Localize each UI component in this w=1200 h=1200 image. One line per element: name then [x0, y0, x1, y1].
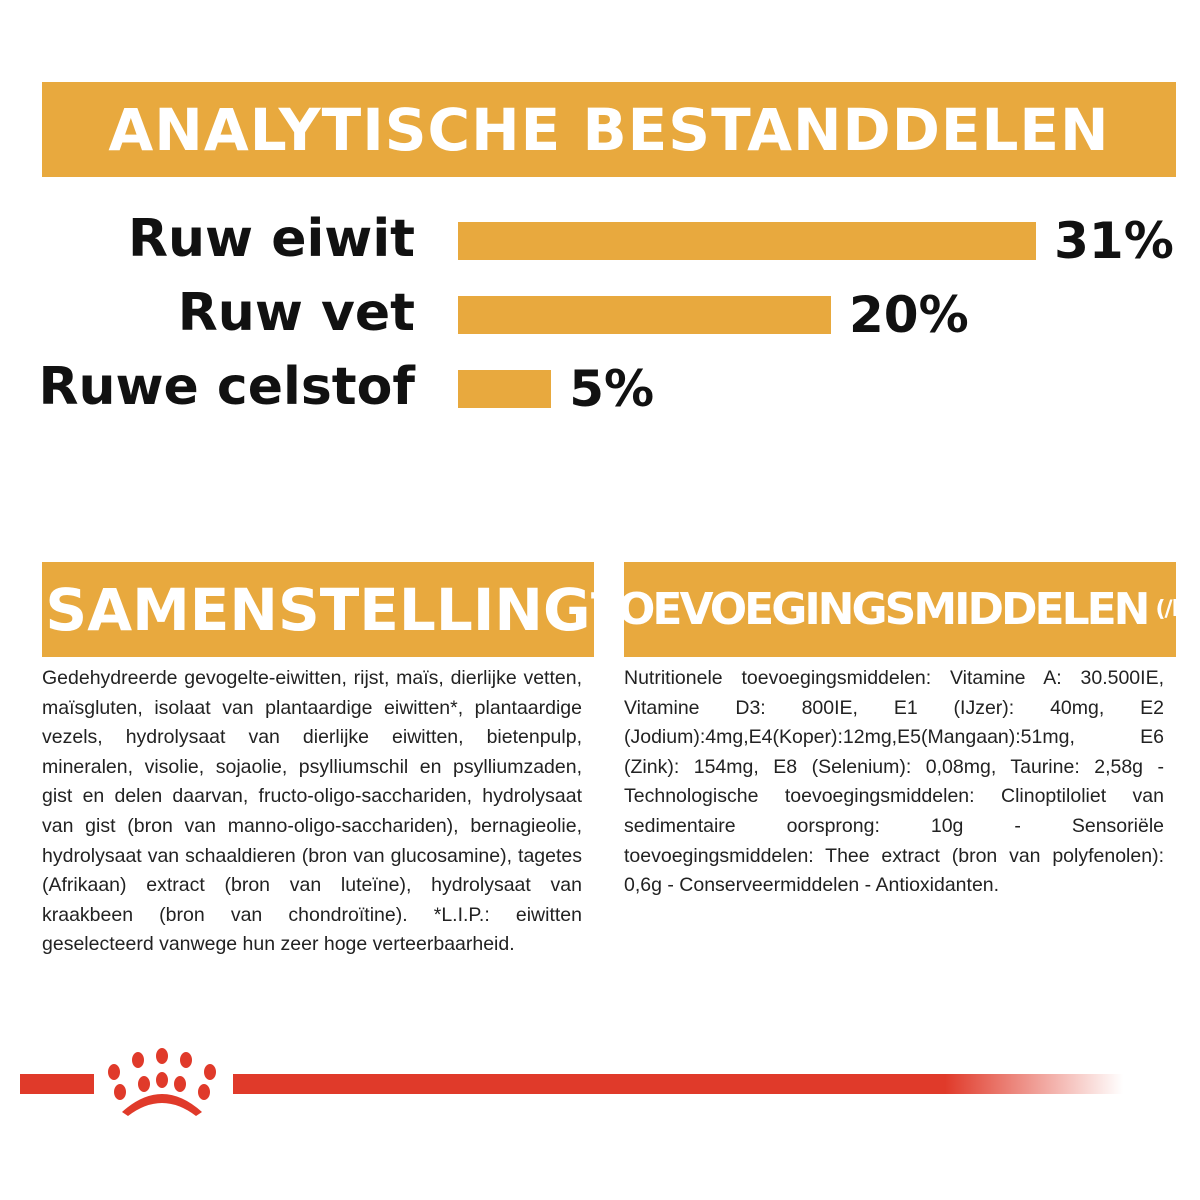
bar [458, 296, 831, 334]
analytical-title: ANALYTISCHE BESTANDDELEN [108, 95, 1110, 164]
category-label: Ruwe celstof [38, 357, 415, 417]
composition-title: SAMENSTELLING [45, 575, 591, 644]
composition-header: SAMENSTELLING [42, 562, 594, 657]
royal-canin-crown-icon [108, 1048, 216, 1116]
category-label: Ruw vet [177, 283, 415, 343]
additives-title: TOEVOEGINGSMIDDELEN [590, 584, 1151, 635]
value-label: 5% [569, 360, 655, 418]
additives-text: Nutritionele toevoegingsmiddelen: Vitami… [624, 667, 1164, 897]
value-label: 20% [849, 286, 969, 344]
additives-header: TOEVOEGINGSMIDDELEN(/kg) [591, 562, 1200, 657]
bar [458, 370, 552, 408]
value-label: 31% [1054, 212, 1174, 270]
brand-line-left [20, 1074, 94, 1094]
brand-line-right [233, 1074, 1123, 1094]
composition-text: Gedehydreerde gevogelte-eiwitten, rijst,… [42, 667, 582, 956]
bar [458, 222, 1037, 260]
additives-unit: (/kg) [1155, 597, 1200, 622]
analytical-header: ANALYTISCHE BESTANDDELEN [42, 82, 1176, 177]
category-label: Ruw eiwit [127, 209, 415, 269]
